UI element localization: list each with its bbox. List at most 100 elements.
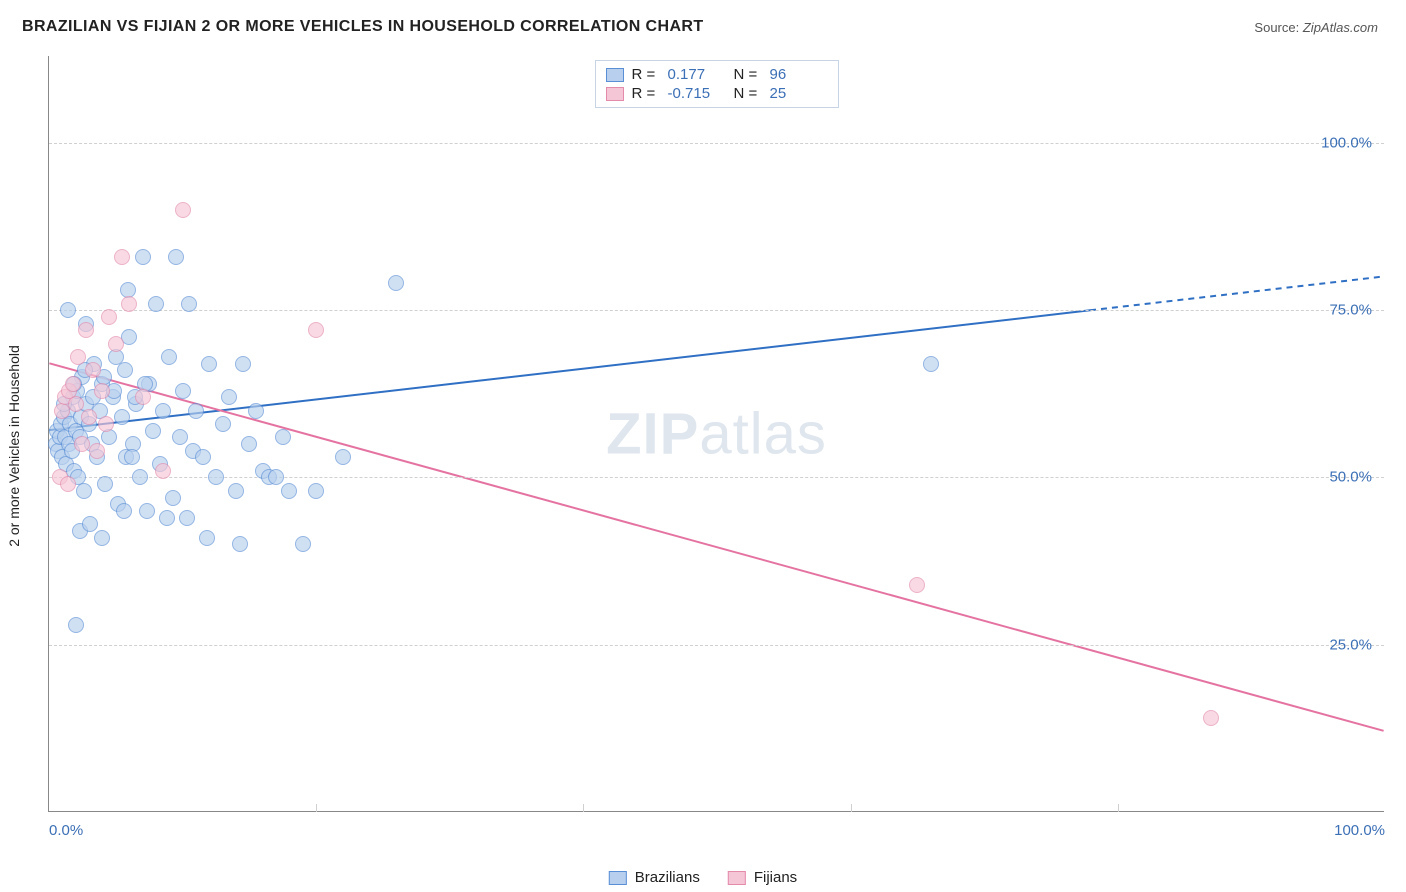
data-point [248,403,264,419]
data-point [159,510,175,526]
data-point [89,443,105,459]
data-point [82,516,98,532]
data-point [388,275,404,291]
swatch-brazilians [606,68,624,82]
legend-item-brazilians: Brazilians [609,869,700,886]
data-point [60,302,76,318]
data-point [199,530,215,546]
legend-item-fijians: Fijians [728,869,797,886]
data-point [175,202,191,218]
y-tick-label: 25.0% [1329,636,1372,653]
stats-r-brazilians: 0.177 [668,66,726,83]
data-point [188,403,204,419]
data-point [172,429,188,445]
data-point [161,349,177,365]
data-point [165,490,181,506]
data-point [76,483,92,499]
legend: Brazilians Fijians [609,869,797,886]
data-point [1203,710,1219,726]
data-point [295,536,311,552]
data-point [70,349,86,365]
y-tick-label: 100.0% [1321,134,1372,151]
data-point [201,356,217,372]
data-point [923,356,939,372]
data-point [181,296,197,312]
y-axis-label: 2 or more Vehicles in Household [6,345,22,547]
data-point [232,536,248,552]
x-tick-label: 0.0% [49,822,83,839]
stats-r-fijians: -0.715 [668,85,726,102]
stats-n-label: N = [734,66,762,83]
data-point [215,416,231,432]
chart-title: BRAZILIAN VS FIJIAN 2 OR MORE VEHICLES I… [22,18,704,36]
trend-lines-layer [49,56,1384,811]
data-point [85,362,101,378]
data-point [228,483,244,499]
trend-line [49,363,1383,730]
data-point [221,389,237,405]
grid-line-h [49,645,1384,646]
stats-r-label: R = [632,66,660,83]
data-point [114,409,130,425]
data-point [195,449,211,465]
x-tick-label: 100.0% [1334,822,1385,839]
data-point [121,296,137,312]
stats-box: R = 0.177 N = 96 R = -0.715 N = 25 [595,60,839,108]
data-point [114,249,130,265]
data-point [108,336,124,352]
stats-n-fijians: 25 [770,85,828,102]
data-point [101,309,117,325]
data-point [94,530,110,546]
data-point [909,577,925,593]
data-point [235,356,251,372]
data-point [68,617,84,633]
data-point [116,503,132,519]
x-minor-tick [583,804,584,812]
data-point [81,409,97,425]
source-attribution: Source: ZipAtlas.com [1254,20,1378,35]
data-point [135,389,151,405]
data-point [124,449,140,465]
data-point [117,362,133,378]
data-point [135,249,151,265]
y-tick-label: 75.0% [1329,302,1372,319]
data-point [308,322,324,338]
data-point [168,249,184,265]
swatch-fijians [606,87,624,101]
stats-row-fijians: R = -0.715 N = 25 [606,84,828,103]
data-point [335,449,351,465]
stats-row-brazilians: R = 0.177 N = 96 [606,65,828,84]
data-point [175,383,191,399]
data-point [101,429,117,445]
data-point [241,436,257,452]
data-point [98,416,114,432]
data-point [275,429,291,445]
stats-n-brazilians: 96 [770,66,828,83]
data-point [308,483,324,499]
legend-label-fijians: Fijians [754,869,797,886]
grid-line-h [49,143,1384,144]
x-minor-tick [316,804,317,812]
data-point [145,423,161,439]
x-minor-tick [1118,804,1119,812]
data-point [65,376,81,392]
grid-line-h [49,310,1384,311]
data-point [155,463,171,479]
x-minor-tick [851,804,852,812]
source-label: Source: [1254,20,1299,35]
data-point [208,469,224,485]
data-point [132,469,148,485]
data-point [74,436,90,452]
y-tick-label: 50.0% [1329,469,1372,486]
data-point [97,476,113,492]
data-point [60,476,76,492]
stats-n-label: N = [734,85,762,102]
plot-area: ZIPatlas R = 0.177 N = 96 R = -0.715 N =… [48,56,1384,812]
data-point [148,296,164,312]
legend-label-brazilians: Brazilians [635,869,700,886]
legend-swatch-fijians [728,871,746,885]
stats-r-label: R = [632,85,660,102]
data-point [268,469,284,485]
source-value: ZipAtlas.com [1303,20,1378,35]
data-point [281,483,297,499]
